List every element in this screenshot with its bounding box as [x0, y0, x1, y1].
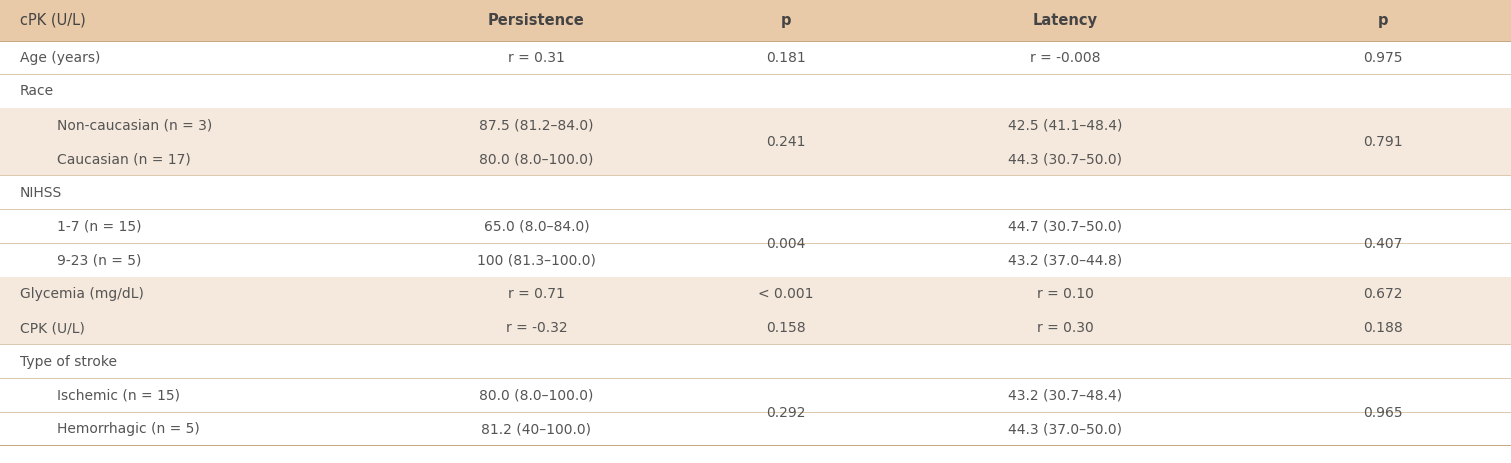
- Text: 0.158: 0.158: [766, 321, 805, 335]
- Text: 0.791: 0.791: [1363, 135, 1402, 149]
- Text: 1-7 (n = 15): 1-7 (n = 15): [57, 219, 142, 234]
- Text: Age (years): Age (years): [20, 50, 100, 65]
- Text: 0.407: 0.407: [1363, 237, 1402, 250]
- Text: r = 0.31: r = 0.31: [508, 50, 565, 65]
- Text: CPK (U/L): CPK (U/L): [20, 321, 85, 335]
- Text: 80.0 (8.0–100.0): 80.0 (8.0–100.0): [479, 388, 594, 403]
- Bar: [0, 0, 1511, 41]
- Bar: [0, 244, 1511, 277]
- Bar: [0, 378, 1511, 379]
- Bar: [0, 175, 1511, 176]
- Text: 44.3 (30.7–50.0): 44.3 (30.7–50.0): [1008, 152, 1123, 166]
- Text: Non-caucasian (n = 3): Non-caucasian (n = 3): [57, 118, 213, 132]
- Text: r = 0.30: r = 0.30: [1037, 321, 1094, 335]
- Text: p: p: [1378, 13, 1387, 28]
- Bar: [0, 41, 1511, 42]
- Text: 81.2 (40–100.0): 81.2 (40–100.0): [482, 422, 591, 437]
- Text: 43.2 (30.7–48.4): 43.2 (30.7–48.4): [1008, 388, 1123, 403]
- Bar: [0, 311, 1511, 345]
- Text: r = 0.10: r = 0.10: [1037, 287, 1094, 301]
- Text: Type of stroke: Type of stroke: [20, 355, 116, 369]
- Bar: [0, 445, 1511, 446]
- Text: 0.188: 0.188: [1363, 321, 1402, 335]
- Text: Race: Race: [20, 84, 54, 99]
- Text: 44.3 (37.0–50.0): 44.3 (37.0–50.0): [1008, 422, 1123, 437]
- Bar: [0, 108, 1511, 142]
- Bar: [0, 413, 1511, 446]
- Text: p: p: [781, 13, 790, 28]
- Text: 0.181: 0.181: [766, 50, 805, 65]
- Text: Caucasian (n = 17): Caucasian (n = 17): [57, 152, 192, 166]
- Text: Latency: Latency: [1032, 13, 1098, 28]
- Text: 43.2 (37.0–44.8): 43.2 (37.0–44.8): [1008, 253, 1123, 268]
- Bar: [0, 344, 1511, 345]
- Text: r = -0.008: r = -0.008: [1031, 50, 1100, 65]
- Bar: [0, 412, 1511, 413]
- Text: 80.0 (8.0–100.0): 80.0 (8.0–100.0): [479, 152, 594, 166]
- Text: 44.7 (30.7–50.0): 44.7 (30.7–50.0): [1008, 219, 1123, 234]
- Text: 0.292: 0.292: [766, 406, 805, 419]
- Bar: [0, 379, 1511, 413]
- Text: 0.672: 0.672: [1363, 287, 1402, 301]
- Bar: [0, 243, 1511, 244]
- Bar: [0, 142, 1511, 176]
- Bar: [0, 75, 1511, 108]
- Text: 9-23 (n = 5): 9-23 (n = 5): [57, 253, 142, 268]
- Bar: [0, 176, 1511, 210]
- Text: < 0.001: < 0.001: [759, 287, 813, 301]
- Text: r = -0.32: r = -0.32: [506, 321, 567, 335]
- Text: NIHSS: NIHSS: [20, 186, 62, 200]
- Text: 0.965: 0.965: [1363, 406, 1402, 419]
- Text: Hemorrhagic (n = 5): Hemorrhagic (n = 5): [57, 422, 199, 437]
- Bar: [0, 345, 1511, 379]
- Bar: [0, 277, 1511, 311]
- Bar: [0, 74, 1511, 75]
- Text: 0.241: 0.241: [766, 135, 805, 149]
- Text: 0.004: 0.004: [766, 237, 805, 250]
- Text: 65.0 (8.0–84.0): 65.0 (8.0–84.0): [484, 219, 589, 234]
- Text: 0.975: 0.975: [1363, 50, 1402, 65]
- Text: 87.5 (81.2–84.0): 87.5 (81.2–84.0): [479, 118, 594, 132]
- Text: Persistence: Persistence: [488, 13, 585, 28]
- Text: 42.5 (41.1–48.4): 42.5 (41.1–48.4): [1008, 118, 1123, 132]
- Bar: [0, 41, 1511, 75]
- Text: Ischemic (n = 15): Ischemic (n = 15): [57, 388, 180, 403]
- Bar: [0, 209, 1511, 210]
- Text: cPK (U/L): cPK (U/L): [20, 13, 86, 28]
- Text: Glycemia (mg/dL): Glycemia (mg/dL): [20, 287, 144, 301]
- Text: r = 0.71: r = 0.71: [508, 287, 565, 301]
- Text: 100 (81.3–100.0): 100 (81.3–100.0): [477, 253, 595, 268]
- Bar: [0, 210, 1511, 244]
